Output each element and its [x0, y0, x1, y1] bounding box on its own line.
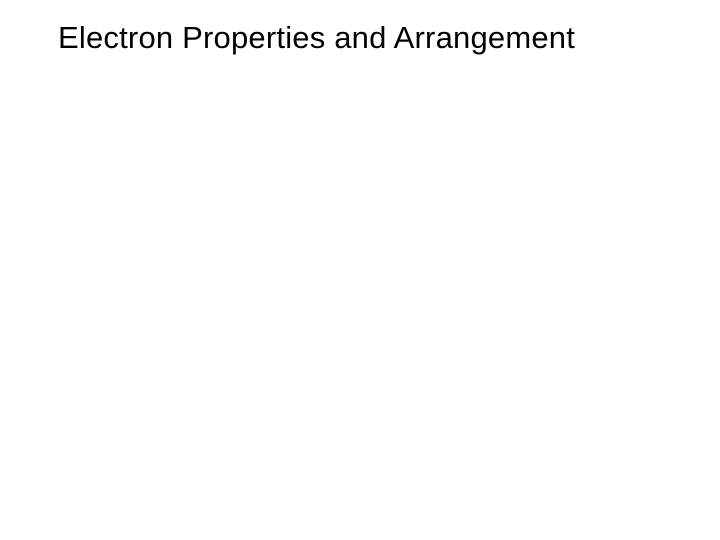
slide-container: Electron Properties and Arrangement — [0, 0, 720, 540]
slide-title: Electron Properties and Arrangement — [58, 20, 575, 56]
